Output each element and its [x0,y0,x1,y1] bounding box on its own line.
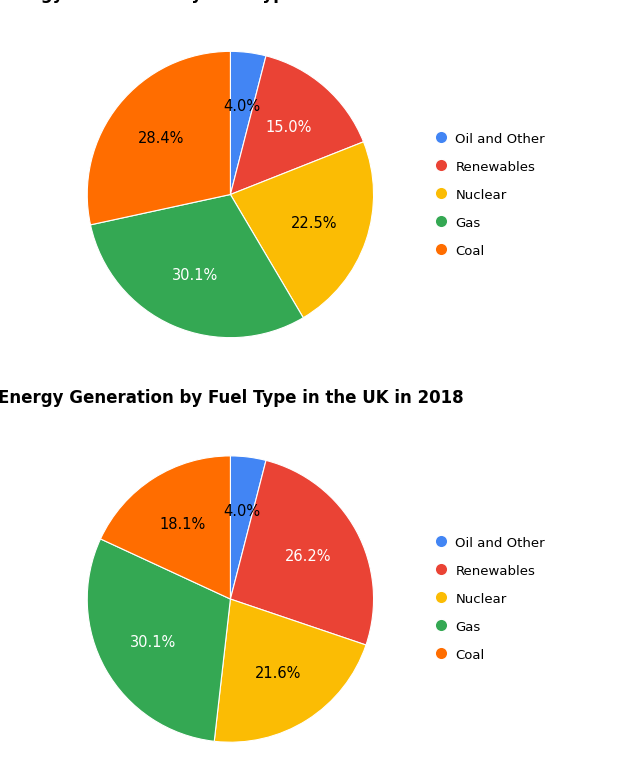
Text: 26.2%: 26.2% [285,549,332,564]
Text: 4.0%: 4.0% [223,99,260,114]
Wedge shape [90,194,303,338]
Title: Energy Generation by Fuel Type in the UK in 2018: Energy Generation by Fuel Type in the UK… [0,390,463,408]
Wedge shape [230,461,374,645]
Wedge shape [230,51,266,194]
Wedge shape [100,456,230,599]
Wedge shape [87,539,230,741]
Text: 22.5%: 22.5% [291,216,338,231]
Title: Energy Generation by Fuel Type in the UK in 2014: Energy Generation by Fuel Type in the UK… [0,0,463,3]
Legend: Oil and Other, Renewables, Nuclear, Gas, Coal: Oil and Other, Renewables, Nuclear, Gas,… [431,124,552,265]
Legend: Oil and Other, Renewables, Nuclear, Gas, Coal: Oil and Other, Renewables, Nuclear, Gas,… [431,528,552,670]
Wedge shape [230,456,266,599]
Text: 30.1%: 30.1% [130,635,176,650]
Text: 21.6%: 21.6% [255,667,301,682]
Wedge shape [230,142,374,317]
Wedge shape [230,56,364,194]
Text: 15.0%: 15.0% [266,121,312,135]
Text: 18.1%: 18.1% [159,517,205,532]
Wedge shape [87,51,230,225]
Text: 30.1%: 30.1% [172,268,218,283]
Text: 4.0%: 4.0% [223,503,260,518]
Text: 28.4%: 28.4% [138,131,184,146]
Wedge shape [214,599,366,742]
